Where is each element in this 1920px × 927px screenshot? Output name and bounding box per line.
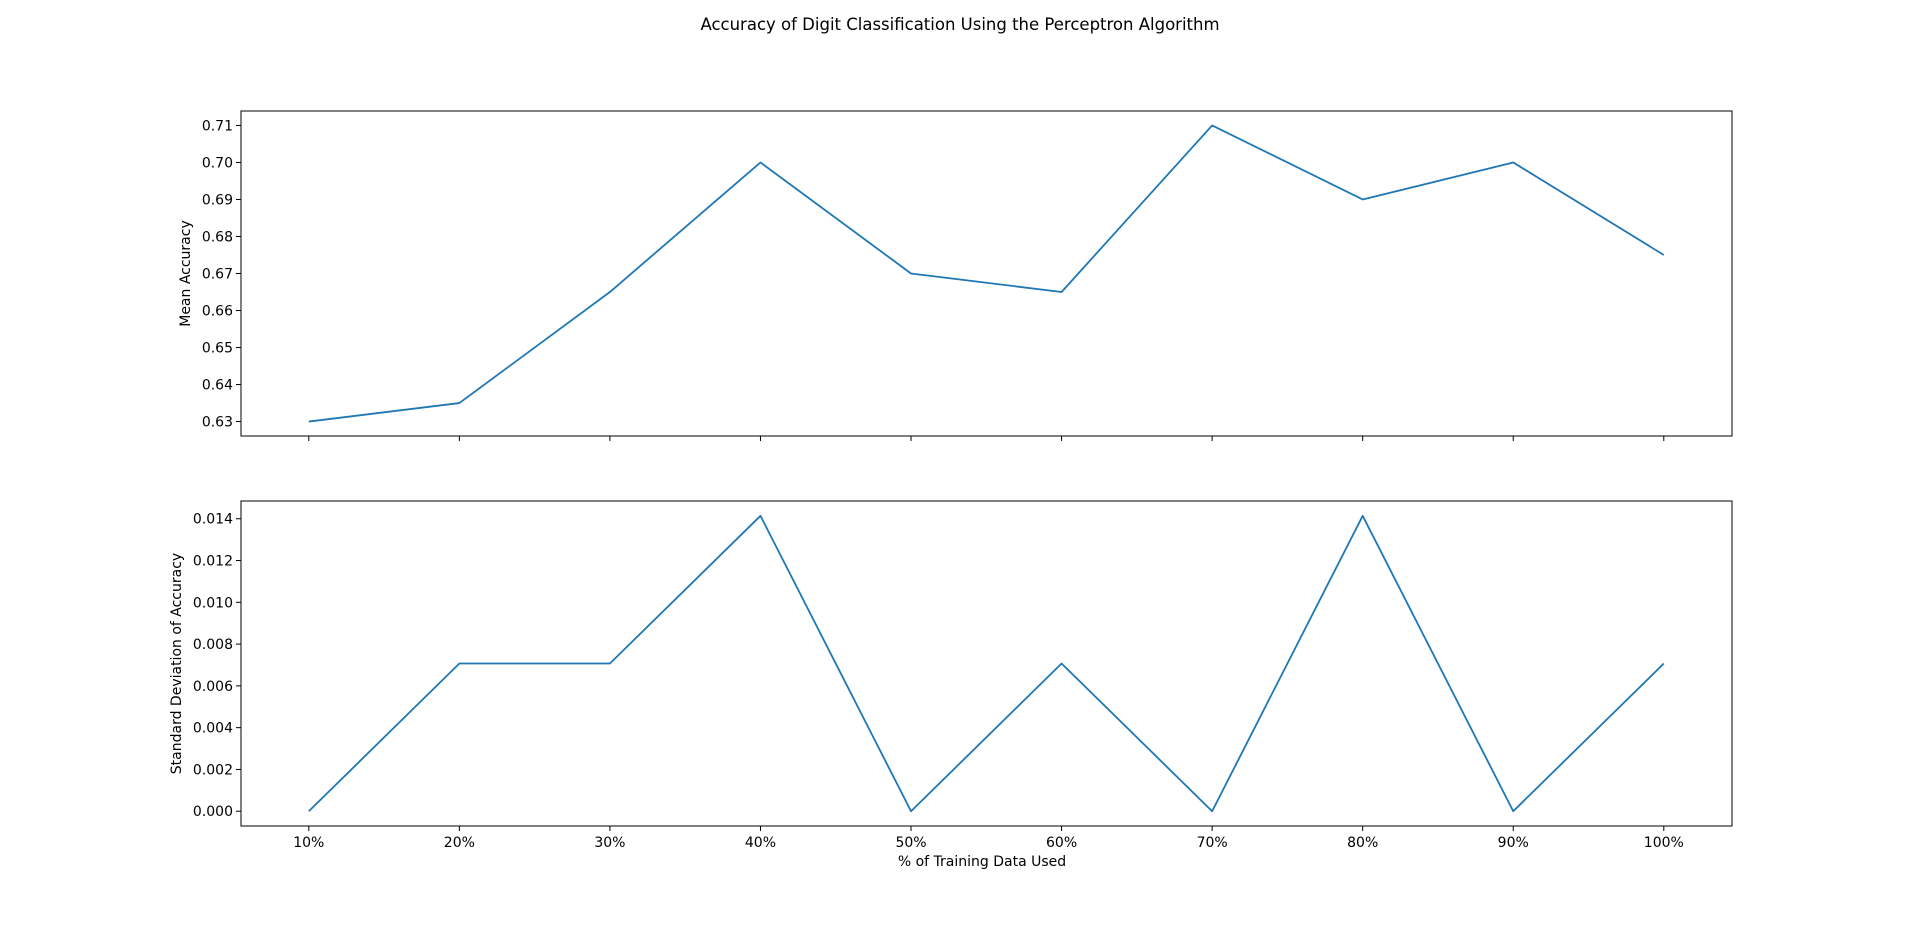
y-tick-label: 0.64 (202, 378, 233, 394)
x-tick-label: 80% (1347, 835, 1378, 851)
y-tick-label: 0.012 (193, 554, 233, 570)
x-tick-label: 10% (293, 835, 324, 851)
series-line-2 (308, 514, 1665, 813)
series-line-1 (308, 124, 1665, 423)
y-tick-label: 0.008 (193, 637, 233, 653)
x-tick-label: 60% (1046, 835, 1077, 851)
subplot-2: 0.000 0.002 0.004 0.006 0.008 0.010 0.012 0.014… (169, 500, 1733, 851)
axes-frame-2 (240, 500, 1733, 827)
x-tick-label: 30% (594, 835, 625, 851)
y-tick-label: 0.70 (202, 155, 233, 171)
y-tick-label: 0.000 (193, 804, 233, 820)
x-tick-label: 70% (1197, 835, 1228, 851)
y-tick-label: 0.69 (202, 192, 233, 208)
x-tick-label: 100% (1644, 835, 1684, 851)
x-tick-label: 50% (895, 835, 926, 851)
y-tick-label: 0.66 (202, 304, 233, 320)
y-tick-label: 0.71 (202, 118, 233, 134)
y-tick-label: 0.006 (193, 679, 233, 695)
x-tick-label: 40% (745, 835, 776, 851)
y-tick-label: 0.68 (202, 229, 233, 245)
subplots: 0.63 0.64 0.65 0.66 0.67 0.68 0.69 0.70 0.71 Mean… (169, 110, 1733, 851)
y-tick-label: 0.65 (202, 341, 233, 357)
y-tick-label: 0.010 (193, 595, 233, 611)
x-tick-label: 20% (444, 835, 475, 851)
x-tick-label: 90% (1498, 835, 1529, 851)
y-tick-label: 0.014 (193, 512, 233, 528)
axes-frame-1 (240, 110, 1733, 437)
y-tick-label: 0.002 (193, 762, 233, 778)
y-tick-label: 0.004 (193, 721, 233, 737)
subplot-1: 0.63 0.64 0.65 0.66 0.67 0.68 0.69 0.70 0.71 Mean… (178, 110, 1733, 441)
y-tick-label: 0.67 (202, 267, 233, 283)
y-tick-label: 0.63 (202, 415, 233, 431)
chart-title: Accuracy of Digit Classification Using t… (700, 15, 1219, 34)
y-axis-label-1: Mean Accuracy (178, 220, 194, 327)
x-axis-label: % of Training Data Used (898, 854, 1066, 870)
y-axis-label-2: Standard Deviation of Accuracy (169, 553, 185, 774)
